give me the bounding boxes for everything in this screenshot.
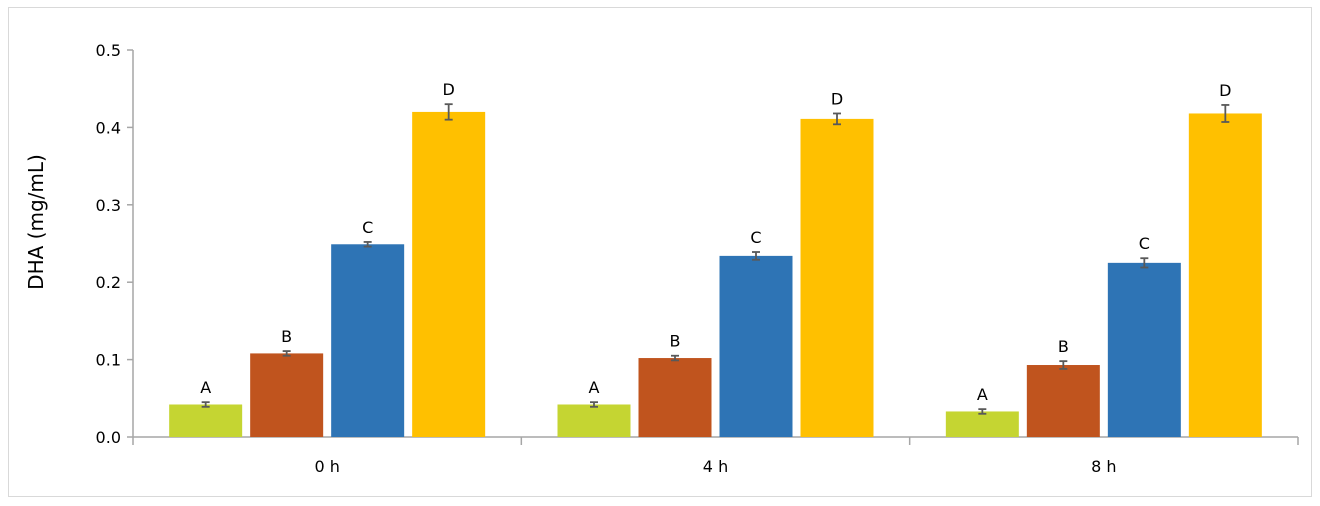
data-label: A bbox=[589, 378, 600, 397]
x-axis: 0 h 4 h 8 h bbox=[132, 436, 1299, 476]
bar bbox=[638, 358, 712, 437]
data-label: B bbox=[670, 332, 681, 351]
bars: A B C D A B C D A B C D bbox=[169, 80, 1262, 438]
bar bbox=[945, 411, 1019, 437]
data-label: C bbox=[1139, 234, 1150, 253]
bar bbox=[800, 118, 874, 438]
x-tick-label: 8 h bbox=[1091, 457, 1116, 476]
x-tick-label: 0 h bbox=[314, 457, 339, 476]
y-axis: 0.0 0.1 0.2 0.3 0.4 0.5 bbox=[96, 41, 134, 447]
y-tick-label: 0.0 bbox=[96, 428, 121, 447]
y-tick-label: 0.2 bbox=[96, 273, 121, 292]
bar bbox=[1026, 365, 1100, 437]
data-label: D bbox=[1219, 81, 1231, 100]
data-label: C bbox=[750, 228, 761, 247]
data-label: B bbox=[281, 327, 292, 346]
data-label: B bbox=[1058, 337, 1069, 356]
y-tick-label: 0.1 bbox=[96, 351, 121, 370]
y-tick-label: 0.3 bbox=[96, 196, 121, 215]
bar bbox=[250, 353, 324, 437]
y-tick-label: 0.5 bbox=[96, 41, 121, 60]
y-axis-label: DHA (mg/mL) bbox=[24, 154, 48, 290]
bar bbox=[169, 404, 243, 437]
y-tick-label: 0.4 bbox=[96, 118, 121, 137]
bar bbox=[331, 244, 405, 437]
data-label: D bbox=[443, 80, 455, 99]
data-label: C bbox=[362, 218, 373, 237]
bar bbox=[1107, 262, 1181, 437]
bar bbox=[412, 111, 486, 438]
data-label: A bbox=[200, 378, 211, 397]
bar bbox=[1188, 113, 1262, 437]
bar bbox=[719, 255, 793, 437]
chart-frame bbox=[8, 7, 1312, 497]
data-label: A bbox=[977, 385, 988, 404]
data-label: D bbox=[831, 89, 843, 108]
x-tick-label: 4 h bbox=[703, 457, 728, 476]
bar bbox=[557, 404, 631, 437]
